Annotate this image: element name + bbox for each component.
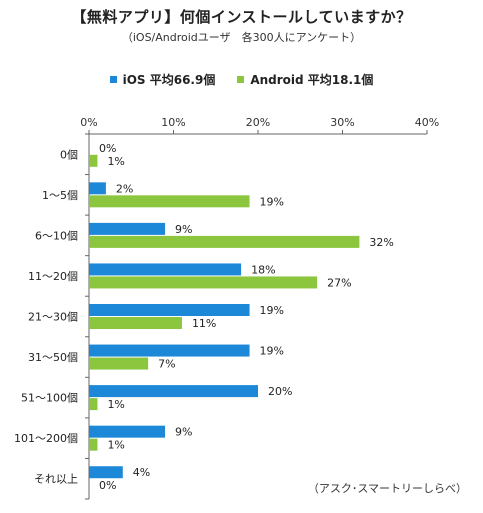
- x-tick-label: 0%: [80, 116, 97, 129]
- data-label-ios: 4%: [133, 466, 150, 479]
- x-tick-label: 40%: [415, 116, 439, 129]
- bar-ios: [89, 385, 258, 398]
- data-label-android: 0%: [99, 479, 116, 492]
- bar-android: [89, 357, 149, 370]
- category-label: 0個: [60, 148, 78, 161]
- category-label: 6〜10個: [35, 229, 78, 242]
- source-note: （アスク･スマートリーしらべ）: [307, 482, 467, 495]
- bar-android: [89, 276, 318, 289]
- data-label-android: 7%: [158, 358, 175, 371]
- bar-ios: [89, 344, 250, 357]
- data-label-android: 19%: [260, 195, 284, 208]
- bar-android: [89, 235, 360, 248]
- bar-android: [89, 398, 98, 411]
- category-label: 51〜100個: [21, 392, 78, 405]
- bar-android: [89, 195, 250, 208]
- legend-label-ios: iOS 平均66.9個: [122, 73, 216, 87]
- chart-title: 【無料アプリ】何個インストールしていますか？: [71, 8, 412, 26]
- bar-ios: [89, 222, 166, 235]
- legend-item-ios: iOS 平均66.9個: [109, 71, 216, 88]
- x-tick-label: 30%: [330, 116, 354, 129]
- legend: iOS 平均66.9個 Android 平均18.1個: [0, 71, 483, 88]
- category-label: 21〜30個: [28, 311, 78, 324]
- legend-swatch-android: [237, 76, 245, 83]
- data-label-ios: 20%: [268, 385, 292, 398]
- x-tick-label: 20%: [246, 116, 270, 129]
- bar-ios: [89, 466, 123, 479]
- bar-ios: [89, 425, 166, 438]
- data-label-ios: 9%: [175, 426, 192, 439]
- data-label-android: 1%: [107, 155, 124, 168]
- data-label-android: 11%: [192, 317, 216, 330]
- data-label-ios: 0%: [99, 142, 116, 155]
- bar-android: [89, 154, 98, 167]
- x-tick-label: 10%: [161, 116, 185, 129]
- data-label-ios: 19%: [260, 345, 284, 358]
- data-label-ios: 2%: [116, 182, 133, 195]
- data-label-ios: 19%: [260, 304, 284, 317]
- bar-android: [89, 317, 182, 329]
- bar-ios: [89, 304, 250, 316]
- chart-subtitle: （iOS/Androidユーザ 各300人にアンケート）: [121, 31, 362, 44]
- legend-item-android: Android 平均18.1個: [237, 71, 373, 88]
- data-label-android: 1%: [107, 439, 124, 452]
- data-label-android: 1%: [107, 398, 124, 411]
- data-label-ios: 9%: [175, 223, 192, 236]
- legend-swatch-ios: [109, 76, 117, 83]
- category-label: それ以上: [34, 473, 78, 486]
- bar-ios: [89, 263, 242, 276]
- category-label: 1〜5個: [42, 189, 78, 202]
- category-label: 31〜50個: [28, 351, 78, 364]
- legend-label-android: Android 平均18.1個: [250, 73, 374, 87]
- bar-ios: [89, 182, 106, 195]
- category-label: 101〜200個: [14, 432, 78, 445]
- data-label-android: 32%: [369, 236, 393, 249]
- bar-android: [89, 438, 98, 451]
- data-label-android: 27%: [327, 276, 351, 289]
- category-label: 11〜20個: [28, 270, 78, 283]
- data-label-ios: 18%: [251, 263, 275, 276]
